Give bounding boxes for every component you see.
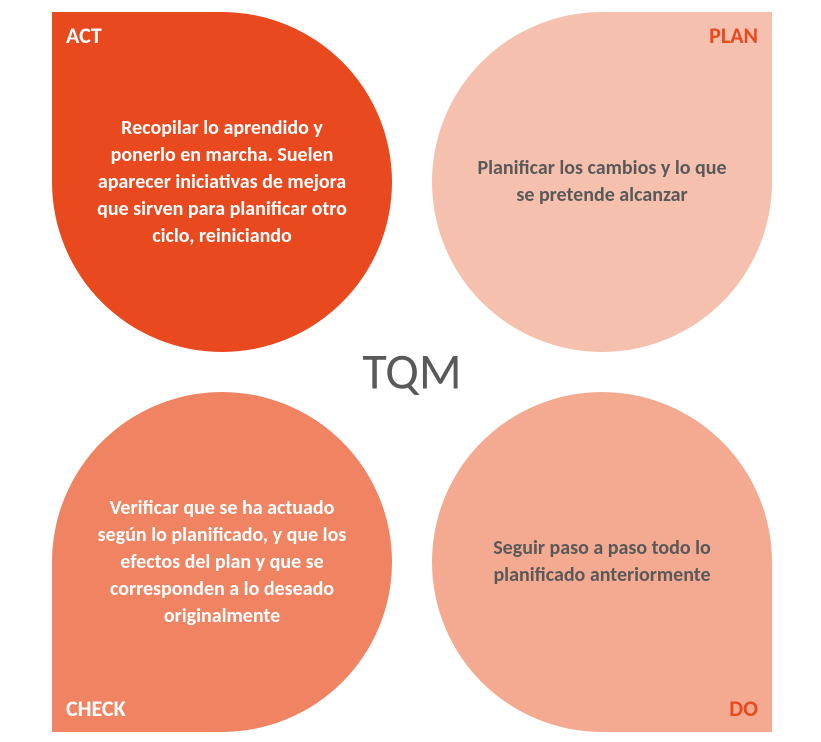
quadrant-act: ACT Recopilar lo aprendido y ponerlo en …	[52, 12, 392, 352]
quadrant-body-check: Verificar que se ha actuado según lo pla…	[52, 495, 392, 630]
quadrant-body-plan: Planificar los cambios y lo que se prete…	[432, 155, 772, 209]
quadrant-label-do: DO	[729, 695, 758, 722]
quadrant-label-plan: PLAN	[709, 22, 758, 49]
center-label-tqm: TQM	[362, 342, 461, 403]
quadrant-body-act: Recopilar lo aprendido y ponerlo en marc…	[52, 115, 392, 250]
quadrant-body-do: Seguir paso a paso todo lo planificado a…	[432, 535, 772, 589]
quadrant-plan: PLAN Planificar los cambios y lo que se …	[432, 12, 772, 352]
tqm-diagram: ACT Recopilar lo aprendido y ponerlo en …	[52, 12, 772, 732]
quadrant-do: DO Seguir paso a paso todo lo planificad…	[432, 392, 772, 732]
quadrant-label-act: ACT	[66, 22, 102, 49]
quadrant-check: CHECK Verificar que se ha actuado según …	[52, 392, 392, 732]
quadrant-label-check: CHECK	[66, 695, 126, 722]
